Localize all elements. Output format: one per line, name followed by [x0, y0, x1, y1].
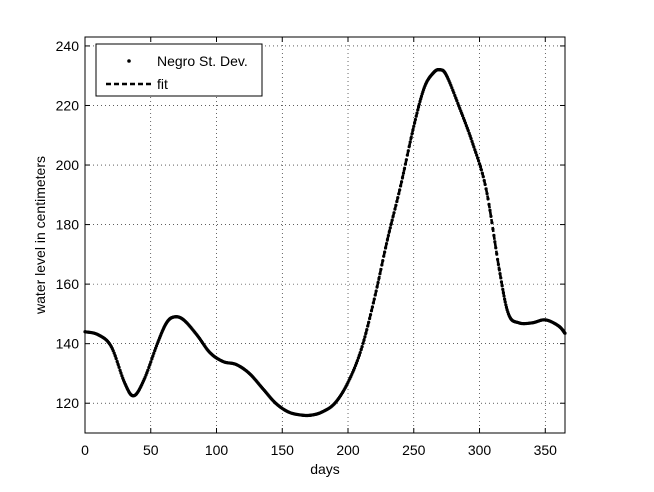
series-point: [152, 351, 156, 355]
x-tick-label: 150: [271, 442, 295, 458]
series-point: [412, 124, 416, 128]
series-point: [464, 123, 468, 128]
series-fit-line: [84, 68, 567, 417]
series-point: [475, 153, 479, 157]
y-tick-label: 140: [56, 336, 80, 352]
y-tick-label: 240: [56, 38, 80, 54]
series-point: [504, 303, 508, 307]
series-point: [120, 374, 124, 378]
x-tick-label: 100: [205, 442, 229, 458]
series-point: [376, 280, 380, 285]
series-layer: [83, 67, 567, 418]
axis-ticks: 0 50 100 150 200 250 300 350 120 140 160 180 200 220 2…: [56, 37, 565, 458]
series-point: [496, 262, 501, 267]
x-tick-label: 250: [402, 442, 426, 458]
plot-area-frame: [84, 36, 566, 434]
series-point: [390, 218, 394, 222]
series-point: [401, 171, 406, 175]
y-tick-label: 200: [56, 157, 80, 173]
y-tick-label: 180: [56, 217, 80, 233]
x-tick-label: 200: [336, 442, 360, 458]
legend-label: Negro St. Dev.: [157, 53, 248, 69]
legend-box: [95, 43, 263, 97]
legend-label: fit: [157, 76, 168, 92]
x-tick-label: 350: [534, 442, 558, 458]
y-tick-label: 160: [56, 276, 80, 292]
x-tick-label: 0: [81, 442, 89, 458]
series-point: [485, 191, 489, 196]
series-point: [384, 241, 389, 246]
series-point: [388, 226, 392, 230]
series-point: [363, 335, 367, 339]
y-axis-label: water level in centimeters: [32, 156, 48, 315]
x-tick-label: 50: [143, 442, 159, 458]
series-point: [386, 233, 391, 238]
x-tick-label: 300: [468, 442, 492, 458]
series-point: [488, 208, 492, 212]
series-point: [502, 294, 506, 298]
series-point: [450, 86, 454, 90]
legend-swatch-points: [127, 59, 131, 63]
grid-lines: [84, 37, 565, 433]
x-axis-label: days: [310, 461, 340, 477]
series-point: [410, 132, 414, 136]
y-tick-label: 120: [56, 395, 80, 411]
series-point: [408, 140, 412, 144]
series-point: [112, 351, 116, 355]
series-point: [493, 240, 497, 244]
y-tick-label: 220: [56, 97, 80, 113]
series-point: [453, 93, 457, 98]
legend: Negro St. Dev. fit: [95, 43, 263, 97]
